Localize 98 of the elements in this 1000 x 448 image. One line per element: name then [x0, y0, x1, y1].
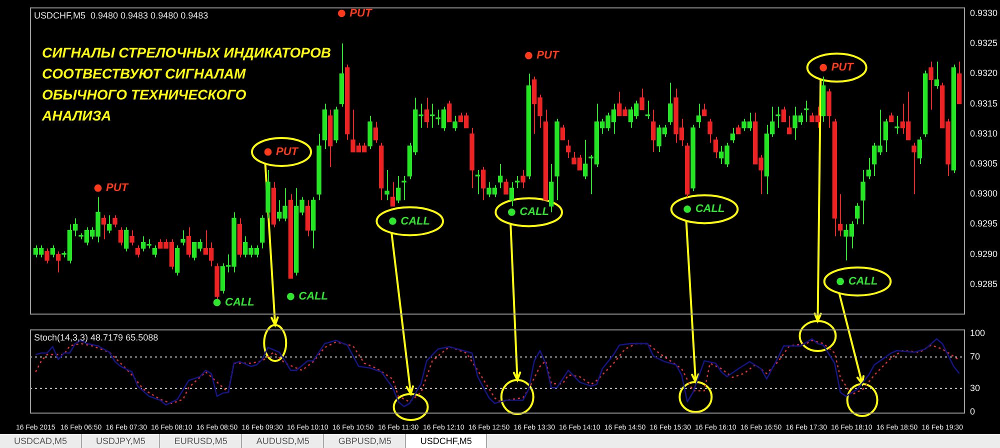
- y-tick-label: 0.9285: [970, 278, 998, 289]
- candlestick: [928, 61, 934, 110]
- candlestick: [787, 115, 792, 134]
- point: [508, 208, 516, 216]
- candlestick: [101, 214, 106, 240]
- text: PUT: [276, 146, 298, 158]
- point: [213, 298, 221, 306]
- y-tick-label: 100: [970, 328, 986, 338]
- y-tick-label: 70: [970, 351, 980, 362]
- annotation: СИГНАЛЫ СТРЕЛОЧНЫХ ИНДИКАТОРОВ СООТВЕСТВУЮТ СИГНАЛАМ ОБЫЧНОГО ТЕХНИЧЕСКОГО АНАЛИЗА: [41, 44, 332, 124]
- candlestick: [50, 244, 55, 258]
- text: CALL: [848, 276, 878, 288]
- y-tick-label: 0.9310: [970, 128, 998, 138]
- candlestick: [713, 136, 718, 158]
- candlestick: [776, 106, 780, 128]
- candlestick: [186, 226, 191, 258]
- candlestick: [124, 226, 129, 252]
- point: [684, 205, 692, 213]
- y-tick-label: 0.9295: [970, 218, 998, 229]
- point: [264, 148, 272, 156]
- y-tick-label: 30: [970, 382, 980, 393]
- candlestick: [44, 248, 50, 264]
- candlestick: [860, 170, 866, 225]
- candlestick: [520, 170, 526, 189]
- candlestick: [118, 226, 123, 246]
- series-label: PUT: [536, 50, 560, 62]
- candlestick: [708, 118, 712, 144]
- candlestick: [481, 166, 486, 201]
- text: CALL: [225, 296, 254, 309]
- series-label: CALL: [520, 206, 550, 218]
- y-tick-label: 0.9325: [970, 38, 998, 48]
- candlestick: [736, 124, 741, 134]
- point: [524, 52, 532, 60]
- candlestick: [702, 103, 707, 116]
- y-tick-label: 0: [970, 406, 976, 417]
- text: EURUSD,M5: [160, 434, 242, 448]
- candlestick: [560, 124, 565, 140]
- candlestick: [917, 136, 922, 165]
- candlestick: [475, 170, 480, 195]
- text: PUT: [350, 7, 372, 20]
- candlestick: [866, 157, 871, 180]
- text: PUT: [831, 62, 854, 74]
- candlestick: [152, 244, 157, 258]
- point: [94, 184, 102, 192]
- candlestick: [912, 142, 916, 195]
- candlestick: [583, 139, 588, 180]
- text: USDCAD,M5: [0, 434, 82, 448]
- candlestick: [504, 178, 508, 195]
- candlestick: [894, 115, 900, 134]
- text: USDJPY,M5: [82, 434, 160, 448]
- text: PUT: [106, 182, 128, 194]
- candlestick: [883, 118, 888, 152]
- candlestick: [130, 230, 134, 246]
- candlestick: [509, 182, 514, 207]
- candlestick: [668, 82, 673, 126]
- chart-title: Stoch(14,3,3) 48.7179 65.5088: [34, 332, 158, 342]
- candlestick: [402, 176, 406, 201]
- text: USDCHF,M5: [406, 434, 487, 448]
- candlestick: [373, 121, 378, 144]
- chart-title: USDCHF,M5 0.9480 0.9483 0.9480 0.9483: [34, 10, 208, 20]
- text: AUDUSD,M5: [242, 434, 324, 448]
- candlestick: [781, 106, 786, 122]
- candlestick: [566, 139, 571, 158]
- y-tick-label: 0.9290: [970, 248, 998, 259]
- point: [820, 64, 828, 72]
- y-tick-label: 0.9315: [970, 98, 998, 108]
- y-tick-label: 0.9305: [970, 158, 998, 168]
- candlestick: [396, 176, 401, 204]
- y-tick-label: 0.9320: [970, 68, 998, 78]
- candlestick: [498, 164, 503, 189]
- point: [338, 10, 346, 18]
- candlestick: [640, 88, 644, 110]
- point: [286, 292, 294, 300]
- candlestick: [452, 115, 458, 132]
- candlestick: [180, 230, 186, 246]
- candlestick: [56, 250, 61, 273]
- candlestick: [107, 214, 112, 234]
- candlestick: [730, 127, 735, 144]
- y-tick-label: 0.9300: [970, 188, 998, 199]
- text: GBPUSD,M5: [324, 434, 406, 448]
- candlestick: [424, 97, 429, 128]
- candlestick: [384, 170, 390, 201]
- candlestick: [889, 112, 894, 122]
- candlestick: [838, 194, 843, 237]
- candlestick: [447, 100, 452, 122]
- point: [388, 218, 396, 225]
- candlestick: [390, 182, 395, 207]
- text: CALL: [695, 203, 725, 216]
- point: [836, 278, 844, 286]
- candlestick: [855, 202, 860, 225]
- candlestick: [651, 109, 656, 152]
- y-tick-label: 0.9330: [970, 8, 998, 18]
- text: CALL: [400, 215, 430, 228]
- candlestick: [112, 214, 118, 228]
- candlestick: [135, 244, 140, 258]
- candlestick: [696, 103, 701, 128]
- text: CALL: [298, 290, 328, 303]
- candlestick: [934, 61, 939, 90]
